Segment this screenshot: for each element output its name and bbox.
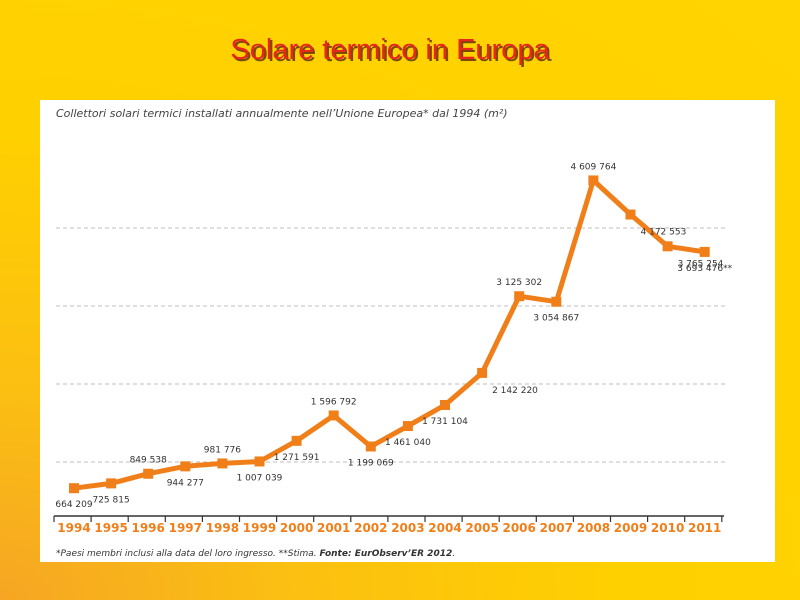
x-tick-label: 2001 — [317, 521, 350, 535]
data-label: 849 538 — [130, 456, 167, 466]
data-label: 1 461 040 — [385, 438, 431, 448]
x-tick-label: 1999 — [243, 521, 276, 535]
data-label: 3 765 254 — [678, 259, 724, 269]
x-tick-label: 1995 — [94, 521, 127, 535]
data-point — [365, 441, 376, 452]
data-point — [254, 456, 265, 467]
x-tick-label: 2008 — [577, 521, 610, 535]
footnote-end: . — [452, 549, 455, 559]
x-tick-label: 2010 — [651, 521, 684, 535]
data-point — [291, 435, 302, 446]
x-axis — [53, 515, 724, 522]
data-point — [217, 458, 228, 469]
footnote-text: *Paesi membri inclusi alla data del loro… — [56, 549, 320, 559]
data-label: 3 693 476** — [677, 264, 732, 274]
x-tick-label: 1997 — [169, 521, 202, 535]
x-tick-label: 1994 — [57, 521, 90, 535]
chart-footnote: *Paesi membri inclusi alla data del loro… — [56, 549, 455, 559]
data-label: 1 007 039 — [237, 473, 283, 483]
data-label: 1 731 104 — [422, 417, 468, 427]
data-label: 1 199 069 — [348, 458, 394, 468]
x-tick-label: 2007 — [540, 521, 573, 535]
slide-title: Solare termico in Europa — [230, 34, 550, 66]
data-label: 725 815 — [92, 495, 129, 505]
data-label: 4 172 553 — [641, 228, 687, 238]
data-label: 944 277 — [167, 478, 204, 488]
data-label: 2 142 220 — [492, 386, 538, 396]
x-tick-label: 2004 — [428, 521, 461, 535]
data-point — [625, 209, 636, 220]
data-labels: 664 209 725 815 849 538 944 277 981 776 1 007… — [55, 162, 732, 510]
series-line — [73, 177, 706, 491]
data-point — [699, 246, 710, 257]
data-point — [106, 478, 117, 489]
x-tick-label: 2005 — [465, 521, 498, 535]
data-point — [69, 483, 79, 494]
data-point — [588, 175, 599, 186]
x-tick-label: 2003 — [391, 521, 424, 535]
data-point — [477, 367, 488, 378]
x-tick-label: 2011 — [688, 521, 721, 535]
series-layer — [69, 175, 710, 494]
grid-layer — [56, 227, 726, 463]
x-tick-label: 1996 — [131, 521, 164, 535]
line-chart: Collettori solari termici installati ann… — [53, 107, 733, 559]
x-tick-label: 2002 — [354, 521, 387, 535]
data-label: 981 776 — [204, 445, 241, 455]
data-point — [328, 410, 339, 421]
data-label: 664 209 — [55, 500, 92, 510]
x-tick-label: 2000 — [280, 521, 313, 535]
chart-subtitle: Collettori solari termici installati ann… — [56, 107, 508, 120]
data-point — [551, 296, 562, 307]
footnote-source: Fonte: EurObserv’ER 2012 — [320, 549, 453, 559]
data-point — [402, 421, 413, 432]
chart-panel: Collettori solari termici installati ann… — [40, 100, 775, 562]
x-tick-labels: 1994 1995 1996 1997 1998 1999 2000 2001 2002 2003… — [57, 521, 721, 535]
data-label: 3 054 867 — [533, 314, 579, 324]
data-point — [143, 468, 154, 479]
data-point — [514, 291, 525, 302]
x-tick-label: 2006 — [502, 521, 535, 535]
data-label: 4 609 764 — [570, 162, 616, 172]
x-tick-label: 1998 — [206, 521, 239, 535]
data-point — [180, 461, 191, 472]
data-label: 1 596 792 — [311, 397, 357, 407]
data-label: 1 271 591 — [274, 453, 320, 463]
data-point — [440, 399, 450, 410]
data-point — [662, 241, 673, 252]
x-tick-label: 2009 — [614, 521, 647, 535]
data-label: 3 125 302 — [496, 278, 542, 288]
